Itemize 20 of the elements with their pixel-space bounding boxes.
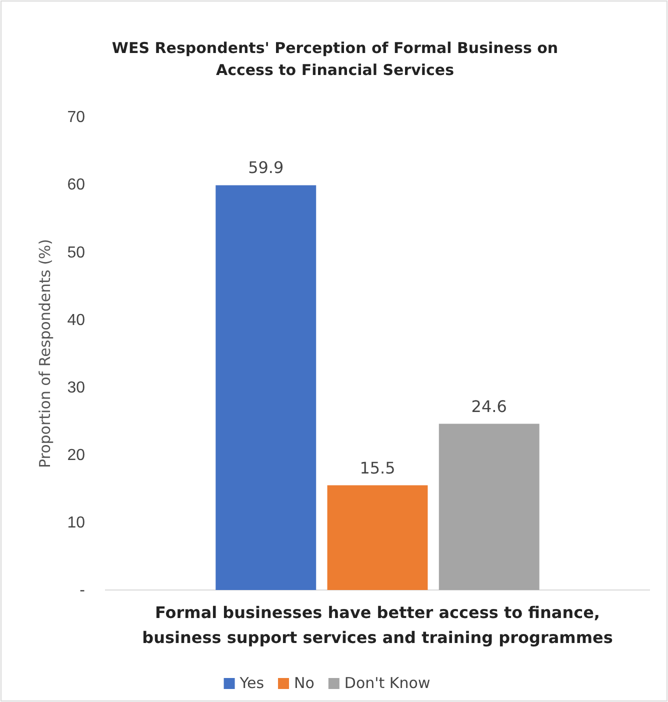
y-tick-label: 50 [67,244,86,262]
y-tick-label: 70 [67,109,86,126]
data-label: 15.5 [360,458,396,478]
bar [327,485,428,590]
bar [216,185,316,590]
y-axis-title: Proportion of Respondents (%) [36,238,54,468]
data-label: 24.6 [471,396,507,416]
y-tick-label: - [80,582,85,600]
y-tick-label: 20 [67,446,86,464]
y-tick-label: 30 [67,379,86,396]
y-tick-label: 40 [67,312,86,329]
x-tick-label: Formal businesses have better access to finance, business support services and training programmes [142,603,613,647]
legend-label: Yes [238,674,264,692]
legend-label: Don't Know [344,674,430,692]
data-label: 59.9 [248,158,284,178]
y-tick-label: 10 [67,514,86,532]
y-tick-label: 60 [67,176,86,194]
legend-label: No [294,674,314,692]
chart-title: WES Respondents' Perception of Formal Business on Access to Financial Services [112,39,558,79]
bar [438,424,540,590]
